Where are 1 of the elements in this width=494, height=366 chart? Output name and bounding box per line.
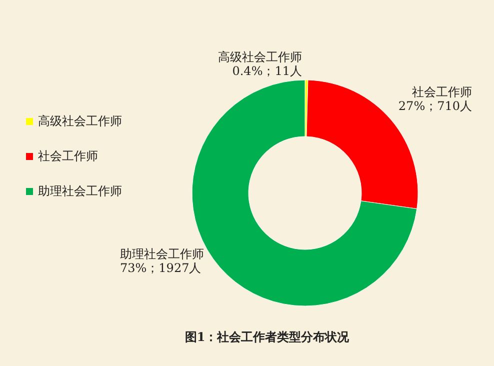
title: 图1：社会工作者类型分布状况: [184, 330, 350, 344]
